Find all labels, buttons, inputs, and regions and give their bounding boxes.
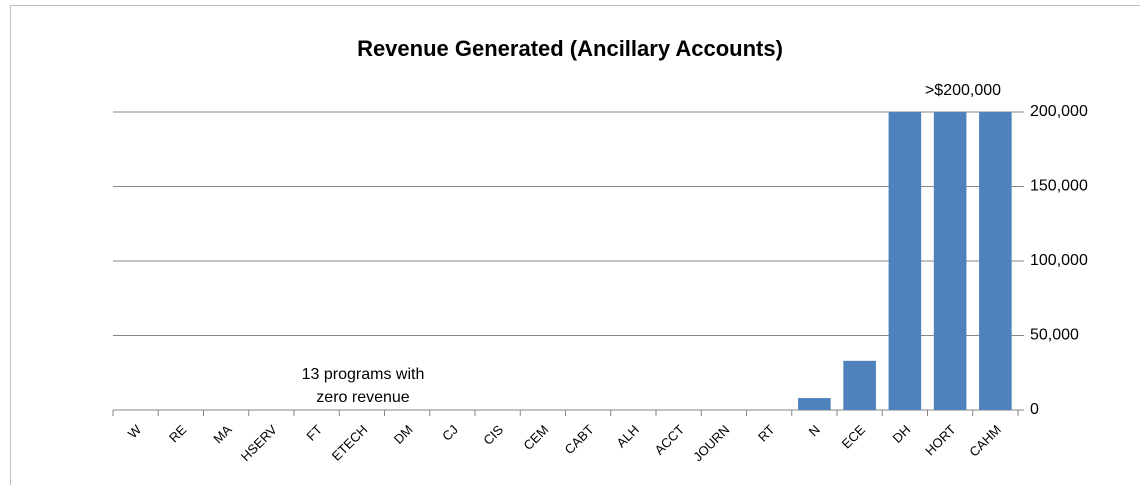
y-tick-label: 50,000	[1030, 327, 1079, 344]
bar	[798, 398, 831, 410]
y-tick-label: 200,000	[1030, 103, 1088, 120]
chart-frame	[10, 5, 1140, 485]
annotation: >$200,000	[925, 82, 1001, 99]
bar	[843, 360, 876, 410]
bar	[933, 112, 967, 410]
chart-title: Revenue Generated (Ancillary Accounts)	[357, 36, 783, 61]
y-tick-label: 150,000	[1030, 178, 1088, 195]
y-tick-label: 100,000	[1030, 252, 1088, 269]
y-tick-label: 0	[1030, 401, 1039, 418]
annotation: 13 programs with	[302, 366, 425, 383]
bar	[979, 112, 1012, 410]
annotation: zero revenue	[316, 389, 409, 406]
bar	[888, 112, 922, 410]
